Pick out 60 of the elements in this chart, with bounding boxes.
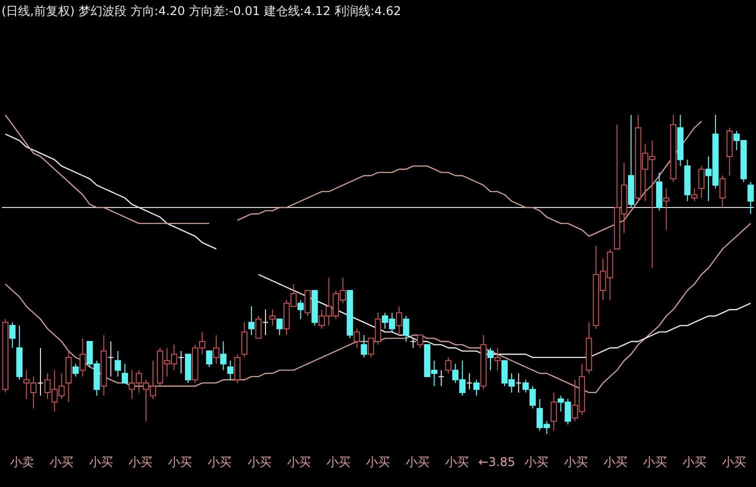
text: 小买 <box>406 455 430 469</box>
candlestick <box>234 354 241 384</box>
text: ←3.85 <box>478 455 516 469</box>
candlestick <box>410 338 416 348</box>
text: 小买 <box>366 455 390 469</box>
candlestick <box>227 360 234 380</box>
candlestick <box>663 188 670 230</box>
candlestick <box>494 347 501 371</box>
text: 小买 <box>128 455 153 469</box>
text: 小买 <box>247 455 272 469</box>
candlestick <box>220 340 226 371</box>
candlestick <box>698 166 705 198</box>
candlestick <box>241 322 248 358</box>
text: 小卖 <box>10 455 34 469</box>
candlestick <box>550 392 557 432</box>
candlestick <box>108 340 114 378</box>
candlestick <box>473 379 480 396</box>
candlestick <box>269 309 276 326</box>
candlestick <box>402 315 410 342</box>
candlestick <box>360 334 368 358</box>
candlestick <box>298 300 304 320</box>
text: 小买 <box>168 455 192 469</box>
text: 小买 <box>524 455 548 469</box>
candlestick <box>445 356 452 374</box>
candlestick <box>255 315 262 339</box>
candlestick <box>213 334 220 364</box>
candlestick <box>466 372 473 390</box>
text: 小买 <box>445 455 470 469</box>
text: 小买 <box>88 455 113 469</box>
text: 小买 <box>603 455 628 469</box>
candlestick <box>262 309 269 336</box>
candlestick <box>748 181 754 214</box>
text: 小买 <box>682 455 707 469</box>
candlestick <box>114 350 121 378</box>
candlestick <box>9 322 16 348</box>
candlestick <box>438 370 444 387</box>
chart-title: (日线,前复权) 梦幻波段 方向:4.20 方向差:-0.01 建仓线:4.12 利润线:4.62 <box>2 4 402 18</box>
text: 小买 <box>643 455 668 469</box>
candlestick <box>487 347 494 371</box>
candlestick <box>719 175 726 208</box>
text: 小买 <box>722 455 746 469</box>
candlestick <box>37 347 44 396</box>
text: 小买 <box>286 455 311 469</box>
text: 小买 <box>49 455 74 469</box>
text: 小买 <box>326 455 350 469</box>
candlestick <box>515 372 522 394</box>
candlestick <box>80 338 86 378</box>
candlestick <box>122 363 128 384</box>
candlestick <box>206 350 212 368</box>
candlestick <box>178 350 184 374</box>
candlestick <box>354 328 360 348</box>
candlestick <box>248 306 255 336</box>
candlestick <box>72 363 79 378</box>
candlestick <box>691 188 698 202</box>
text: 小买 <box>564 455 588 469</box>
candlestick <box>304 290 311 316</box>
candlestick <box>417 334 424 348</box>
candlestick <box>276 318 283 336</box>
candlestick <box>396 306 402 336</box>
text: 小买 <box>208 455 232 469</box>
